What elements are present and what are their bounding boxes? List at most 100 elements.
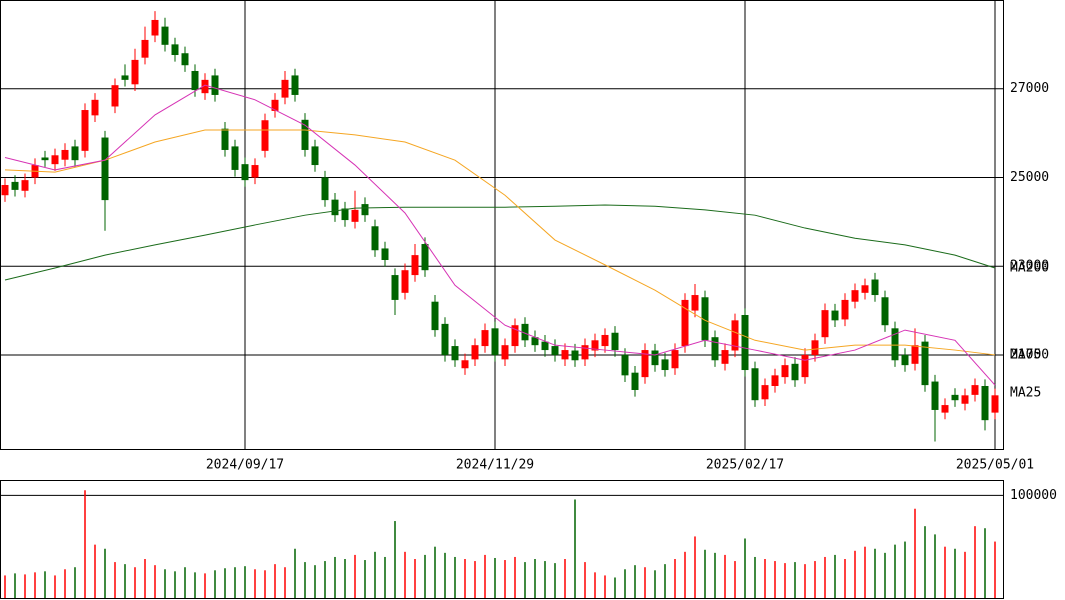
volume-bar: [744, 538, 746, 598]
candle-body: [361, 204, 369, 216]
candle-body: [341, 208, 349, 221]
candle-body: [621, 354, 629, 376]
legend-label: MA200: [1010, 260, 1049, 275]
candle-body: [261, 120, 269, 151]
volume-bar: [944, 546, 946, 598]
volume-bar: [784, 563, 786, 598]
candle-body: [61, 149, 69, 160]
candle-body: [731, 320, 739, 351]
x-tick-label: 2025/02/17: [706, 458, 784, 473]
price-panel: [0, 0, 1004, 450]
volume-bar: [224, 568, 226, 598]
candle-body: [791, 363, 799, 381]
candle-body: [891, 328, 899, 361]
candle-body: [901, 354, 909, 366]
y-tick-label: 25000: [1010, 170, 1049, 185]
volume-bar: [534, 559, 536, 598]
candle-body: [811, 340, 819, 355]
candle-body: [191, 70, 199, 91]
candle-body: [11, 181, 19, 190]
candle-body: [271, 99, 279, 111]
candle-body: [331, 199, 339, 216]
candle-body: [761, 385, 769, 400]
volume-tick-label: 100000: [1010, 488, 1057, 503]
volume-bar: [444, 552, 446, 598]
volume-bar: [134, 567, 136, 598]
volume-bar: [14, 573, 16, 598]
legend-label: MA25: [1010, 386, 1041, 401]
volume-bar: [414, 559, 416, 598]
candle-body: [631, 372, 639, 390]
candle-body: [141, 39, 149, 58]
candle-body: [501, 345, 509, 360]
candle-body: [961, 395, 969, 404]
candle-body: [161, 26, 169, 45]
volume-bar: [634, 565, 636, 598]
candle-body: [691, 295, 699, 311]
volume-bar: [64, 569, 66, 598]
candle-body: [641, 350, 649, 378]
volume-bar: [404, 551, 406, 598]
candle-body: [451, 346, 459, 361]
y-tick-label: 23000: [1010, 259, 1049, 274]
volume-bar: [364, 560, 366, 598]
volume-bar: [604, 575, 606, 598]
volume-bar: [994, 541, 996, 598]
y-tick-label: 21000: [1010, 347, 1049, 362]
volume-bar: [894, 544, 896, 598]
candle-body: [491, 328, 499, 355]
candle-body: [81, 110, 89, 151]
candle-body: [801, 354, 809, 378]
volume-bar: [734, 561, 736, 598]
volume-bar: [764, 559, 766, 598]
volume-bar: [114, 562, 116, 598]
candle-body: [561, 350, 569, 360]
candle-body: [421, 244, 429, 271]
x-tick-label: 2024/11/29: [456, 458, 534, 473]
candle-body: [511, 325, 519, 347]
volume-bar: [164, 569, 166, 598]
volume-bar: [104, 548, 106, 598]
volume-bar: [704, 549, 706, 598]
candle-body: [581, 345, 589, 360]
volume-bar: [964, 551, 966, 598]
volume-bar: [614, 577, 616, 598]
volume-bar: [334, 556, 336, 598]
volume-bar: [354, 554, 356, 598]
volume-bar: [834, 554, 836, 598]
volume-bar: [304, 562, 306, 598]
candle-body: [861, 285, 869, 293]
volume-bar: [234, 567, 236, 598]
volume-bar: [774, 561, 776, 598]
candle-body: [461, 360, 469, 369]
volume-bar: [4, 575, 6, 598]
x-tick-label: 2025/05/01: [956, 458, 1034, 473]
candle-body: [781, 365, 789, 378]
candle-body: [931, 381, 939, 410]
volume-bar: [474, 561, 476, 598]
candle-body: [131, 59, 139, 85]
candle-body: [721, 350, 729, 364]
candle-body: [151, 19, 159, 36]
volume-bar: [514, 556, 516, 598]
candle-body: [591, 340, 599, 351]
candle-body: [871, 279, 879, 296]
candle-body: [111, 85, 119, 107]
volume-bar: [864, 546, 866, 598]
volume-bar: [824, 556, 826, 598]
volume-bar: [794, 562, 796, 598]
candle-body: [281, 79, 289, 98]
volume-bar: [464, 559, 466, 598]
candle-body: [831, 310, 839, 321]
candle-body: [301, 119, 309, 150]
volume-bar: [884, 552, 886, 598]
volume-bar: [204, 573, 206, 598]
candle-body: [351, 209, 359, 222]
volume-bar: [244, 566, 246, 598]
volume-bar: [854, 550, 856, 598]
candle-body: [541, 341, 549, 351]
candle-body: [71, 146, 79, 161]
candle-body: [661, 359, 669, 371]
